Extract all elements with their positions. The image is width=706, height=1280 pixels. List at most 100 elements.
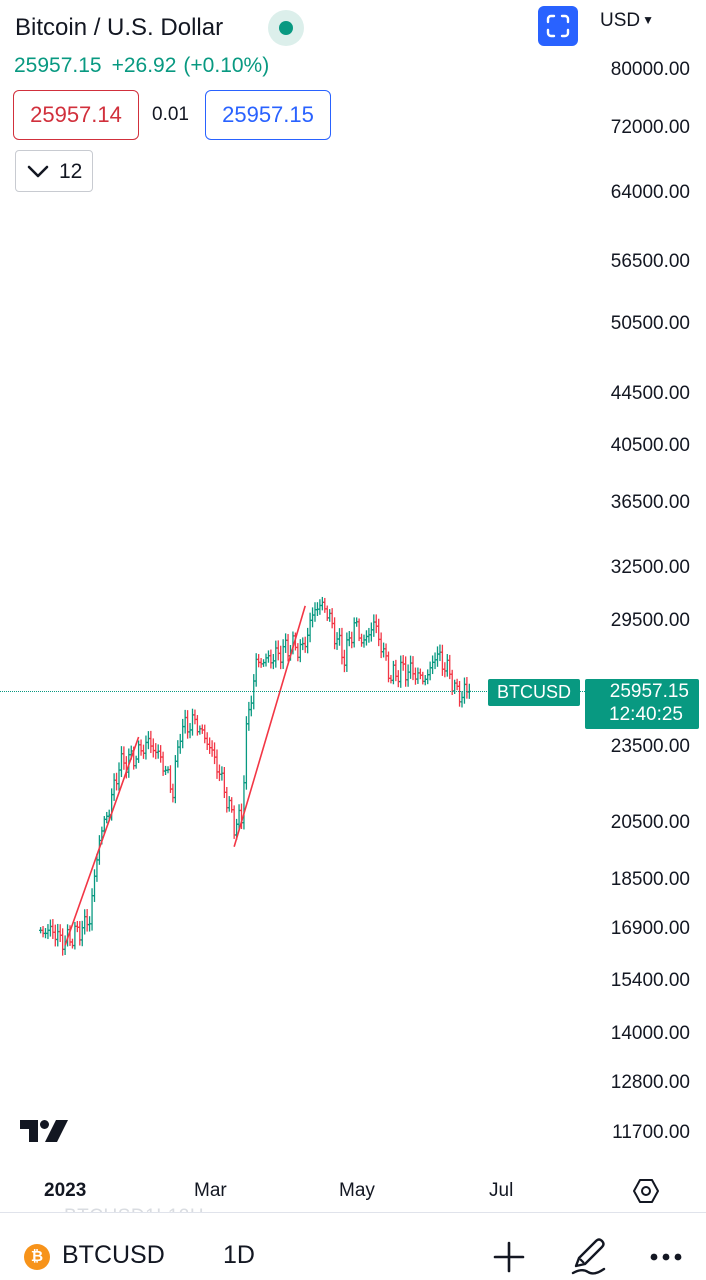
ohlc-bar-2023-01-22: [119, 746, 124, 778]
ohlc-bar-2023-05-06: [374, 614, 378, 634]
ohlc-bar-2022-12-25: [51, 919, 55, 940]
ohlc-bar-2023-02-23: [198, 725, 202, 735]
ohlc-bar-2023-01-30: [139, 739, 143, 756]
ohlc-bar-2023-01-05: [78, 921, 82, 946]
price-axis-label: 50500.00: [610, 313, 690, 334]
ohlc-bar-2023-01-19: [112, 773, 116, 801]
ohlc-bar-2022-12-26: [53, 924, 57, 947]
ohlc-bar-2023-03-19: [257, 654, 261, 668]
live-dot-icon: [279, 21, 293, 35]
sell-button[interactable]: 25957.14: [13, 90, 139, 140]
ohlc-bar-2023-04-05: [298, 639, 302, 663]
symbol-title[interactable]: Bitcoin / U.S. Dollar: [15, 14, 224, 41]
ohlc-bar-2023-01-06: [80, 920, 84, 947]
bottom-toolbar: ₿ BTCUSD 1D: [0, 1212, 706, 1280]
ohlc-bar-2023-05-31: [435, 646, 440, 667]
ohlc-bar-2023-04-21: [337, 628, 342, 646]
ohlc-bar-2023-06-03: [443, 662, 447, 678]
ohlc-bar-2023-01-21: [117, 762, 121, 791]
ohlc-bar-2023-01-07: [83, 909, 87, 935]
ohlc-bar-2023-04-19: [333, 617, 337, 650]
ohlc-bar-2022-12-24: [48, 919, 52, 937]
ohlc-bar-2023-02-02: [146, 731, 150, 750]
last-price: 25957.15: [14, 54, 102, 77]
ohlc-bar-2023-01-29: [137, 740, 141, 763]
ohlc-bar-2023-06-02: [440, 644, 444, 676]
price-axis-label: 18500.00: [610, 869, 690, 890]
trendline-2[interactable]: [233, 605, 306, 847]
ohlc-bar-2023-03-25: [271, 654, 275, 670]
ohlc-bar-2023-04-16: [325, 605, 329, 621]
price-axis-label: 64000.00: [610, 182, 690, 203]
ohlc-bar-2023-02-15: [178, 733, 182, 754]
price-axis-label: 72000.00: [610, 117, 690, 138]
ohlc-bar-2023-02-04: [151, 738, 155, 758]
price-axis-label: 15400.00: [610, 970, 690, 991]
ohlc-bar-2023-02-05: [154, 743, 158, 760]
ohlc-bar-2023-01-16: [105, 811, 109, 824]
ohlc-bar-2023-05-12: [389, 674, 393, 684]
ohlc-bar-2023-02-17: [183, 709, 187, 734]
buy-button[interactable]: 25957.15: [205, 90, 331, 140]
price-summary: 25957.15 +26.92 (+0.10%): [14, 54, 269, 78]
bar-countdown: 12:40:25: [609, 704, 683, 725]
ohlc-bar-2023-02-18: [186, 710, 190, 739]
ohlc-bar-2023-03-05: [222, 766, 226, 799]
ohlc-bar-2023-04-10: [310, 607, 315, 628]
tradingview-logo-icon[interactable]: [18, 1118, 70, 1144]
plus-icon[interactable]: [491, 1239, 527, 1275]
chart-settings-icon[interactable]: [632, 1177, 660, 1205]
ohlc-bar-2023-05-09: [382, 642, 386, 658]
more-dots-icon[interactable]: [650, 1253, 682, 1261]
indicators-toggle[interactable]: 12: [15, 150, 93, 192]
interval-selector[interactable]: 1D: [223, 1241, 255, 1269]
current-price-line: [0, 691, 585, 692]
ohlc-bar-2023-01-08: [85, 909, 89, 932]
ohlc-bar-2022-12-23: [46, 924, 50, 940]
price-change-percent: (+0.10%): [183, 54, 270, 77]
ohlc-bar-2023-01-10: [90, 888, 94, 931]
ohlc-bar-2023-05-08: [379, 632, 383, 659]
ohlc-bar-2023-04-09: [308, 612, 312, 643]
ohlc-bar-2023-02-08: [161, 751, 165, 776]
ohlc-bar-2023-02-12: [171, 783, 175, 803]
ohlc-bar-2023-04-25: [347, 631, 351, 647]
ohlc-bar-2023-02-24: [200, 724, 204, 734]
ohlc-bar-2023-03-14: [244, 716, 248, 790]
indicators-count: 12: [59, 160, 83, 183]
ohlc-bar-2023-04-24: [345, 632, 349, 672]
ohlc-bar-2023-03-16: [249, 695, 253, 717]
price-chart[interactable]: [0, 0, 706, 1180]
price-axis-label: 80000.00: [610, 59, 690, 80]
ohlc-bar-2023-02-07: [159, 745, 163, 763]
currency-label: USD: [600, 10, 641, 31]
ohlc-bar-2023-03-18: [254, 653, 258, 687]
ohlc-bar-2023-04-07: [303, 636, 307, 653]
fullscreen-button[interactable]: [538, 6, 578, 46]
symbol-selector[interactable]: BTCUSD: [62, 1241, 165, 1269]
price-axis-label: 16900.00: [610, 918, 690, 939]
ohlc-bar-2023-05-05: [372, 614, 376, 637]
ohlc-bar-2023-02-27: [208, 737, 212, 754]
ohlc-bar-2023-04-11: [313, 602, 317, 622]
ohlc-bar-2023-05-10: [384, 643, 388, 661]
time-axis-label: Mar: [194, 1180, 227, 1201]
ohlc-bar-2023-05-26: [423, 675, 427, 686]
ohlc-bar-2023-03-08: [230, 797, 234, 813]
ohlc-bar-2023-02-28: [210, 740, 214, 757]
ohlc-bar-2023-02-01: [144, 735, 148, 760]
ohlc-bar-2023-04-13: [318, 599, 322, 615]
symbol-price-tag: BTCUSD: [488, 679, 580, 706]
ohlc-bar-2023-02-25: [203, 724, 207, 744]
ohlc-bar-2022-12-27: [56, 923, 60, 947]
chevron-down-icon: ▼: [642, 13, 655, 27]
currency-select[interactable]: USD ▼: [600, 10, 654, 32]
time-axis-label: Jul: [489, 1180, 514, 1201]
ohlc-bar-2023-05-13: [391, 660, 395, 685]
trendline-1[interactable]: [64, 736, 140, 946]
ohlc-bar-2023-04-20: [335, 632, 339, 650]
pencil-icon[interactable]: [570, 1236, 608, 1276]
ohlc-bar-2023-02-26: [205, 732, 209, 750]
ohlc-bar-2023-05-17: [401, 655, 405, 671]
ohlc-bar-2023-03-20: [259, 658, 263, 668]
